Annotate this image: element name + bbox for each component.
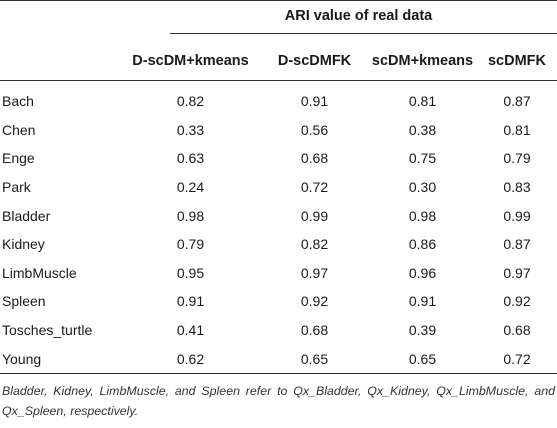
table-cell: 0.63: [176, 150, 205, 167]
table-cell: 0.97: [503, 264, 531, 281]
table-row: Spleen 0.91 0.92 0.91 0.92: [0, 287, 557, 316]
table-cell: 0.65: [261, 344, 368, 374]
table-cell: 0.91: [408, 293, 437, 310]
table-row: Tosches_turtle 0.41 0.68 0.39 0.68: [0, 316, 557, 345]
table-cell: 0.68: [300, 322, 329, 339]
table-row: Bach 0.82 0.91 0.81 0.87: [0, 81, 557, 116]
table-cell: 0.39: [408, 322, 437, 339]
table-cell: 0.97: [300, 264, 329, 281]
table-cell: 0.56: [300, 121, 329, 138]
table-cell: 0.65: [368, 344, 477, 374]
table-cell: 0.83: [503, 179, 531, 196]
row-label: Tosches_turtle: [2, 322, 93, 339]
table-cell: 0.91: [300, 93, 329, 110]
table-cell: 0.86: [408, 236, 437, 253]
group-header-rule: [170, 33, 557, 34]
table-row: LimbMuscle 0.95 0.97 0.96 0.97: [0, 259, 557, 288]
results-table-container: ARI value of real data D-scDM+kmeans D-s…: [0, 0, 557, 374]
row-label: Young: [0, 344, 120, 374]
table-cell: 0.92: [503, 293, 531, 310]
table-row: Chen 0.33 0.56 0.38 0.81: [0, 116, 557, 145]
column-header-empty: [0, 41, 120, 81]
table-row: Young 0.62 0.65 0.65 0.72: [0, 344, 557, 374]
table-cell: 0.79: [503, 150, 531, 167]
top-rule: [0, 0, 557, 1]
table-row: Bladder 0.98 0.99 0.98 0.99: [0, 201, 557, 230]
row-label: Park: [2, 179, 31, 196]
table-row: Park 0.24 0.72 0.30 0.83: [0, 173, 557, 202]
table-cell: 0.82: [176, 93, 205, 110]
row-label: Bach: [2, 93, 34, 110]
table-cell: 0.24: [176, 179, 205, 196]
table-row: Kidney 0.79 0.82 0.86 0.87: [0, 230, 557, 259]
row-label: Kidney: [2, 236, 45, 253]
table-cell: 0.62: [120, 344, 261, 374]
table-cell: 0.91: [176, 293, 205, 310]
table-cell: 0.68: [300, 150, 329, 167]
table-cell: 0.41: [176, 322, 205, 339]
table-row: Enge 0.63 0.68 0.75 0.79: [0, 144, 557, 173]
column-header-row: D-scDM+kmeans D-scDMFK scDM+kmeans scDMF…: [0, 41, 557, 81]
table-cell: 0.38: [408, 121, 437, 138]
table-cell: 0.95: [176, 264, 205, 281]
table-cell: 0.33: [176, 121, 205, 138]
table-cell: 0.98: [176, 207, 205, 224]
row-label: LimbMuscle: [2, 264, 77, 281]
table-cell: 0.96: [408, 264, 437, 281]
table-cell: 0.82: [300, 236, 329, 253]
table-cell: 0.72: [300, 179, 329, 196]
table-cell: 0.72: [477, 344, 557, 374]
row-label: Chen: [2, 121, 36, 138]
ari-results-table: ARI value of real data D-scDM+kmeans D-s…: [0, 0, 557, 374]
table-cell: 0.98: [408, 207, 437, 224]
table-cell: 0.81: [503, 121, 531, 138]
group-header-label: ARI value of real data: [284, 8, 433, 24]
table-cell: 0.87: [503, 236, 531, 253]
row-label: Enge: [2, 150, 35, 167]
table-cell: 0.81: [408, 93, 437, 110]
table-cell: 0.68: [503, 322, 531, 339]
group-header: ARI value of real data: [120, 1, 557, 41]
column-header-scdmfk: scDMFK: [477, 41, 557, 81]
row-label: Bladder: [2, 207, 51, 224]
table-cell: 0.79: [176, 236, 205, 253]
table-cell: 0.99: [300, 207, 329, 224]
table-cell: 0.30: [408, 179, 437, 196]
column-header-scdm-kmeans: scDM+kmeans: [368, 41, 477, 81]
column-header-d-scdmfk: D-scDMFK: [261, 41, 368, 81]
table-cell: 0.87: [503, 93, 531, 110]
row-label: Spleen: [2, 293, 46, 310]
table-footnote: Bladder, Kidney, LimbMuscle, and Spleen …: [2, 384, 555, 418]
table-cell: 0.99: [503, 207, 531, 224]
column-header-d-scdm-kmeans: D-scDM+kmeans: [120, 41, 261, 81]
group-header-row: ARI value of real data: [0, 1, 557, 41]
table-cell: 0.92: [300, 293, 329, 310]
table-cell: 0.75: [408, 150, 437, 167]
